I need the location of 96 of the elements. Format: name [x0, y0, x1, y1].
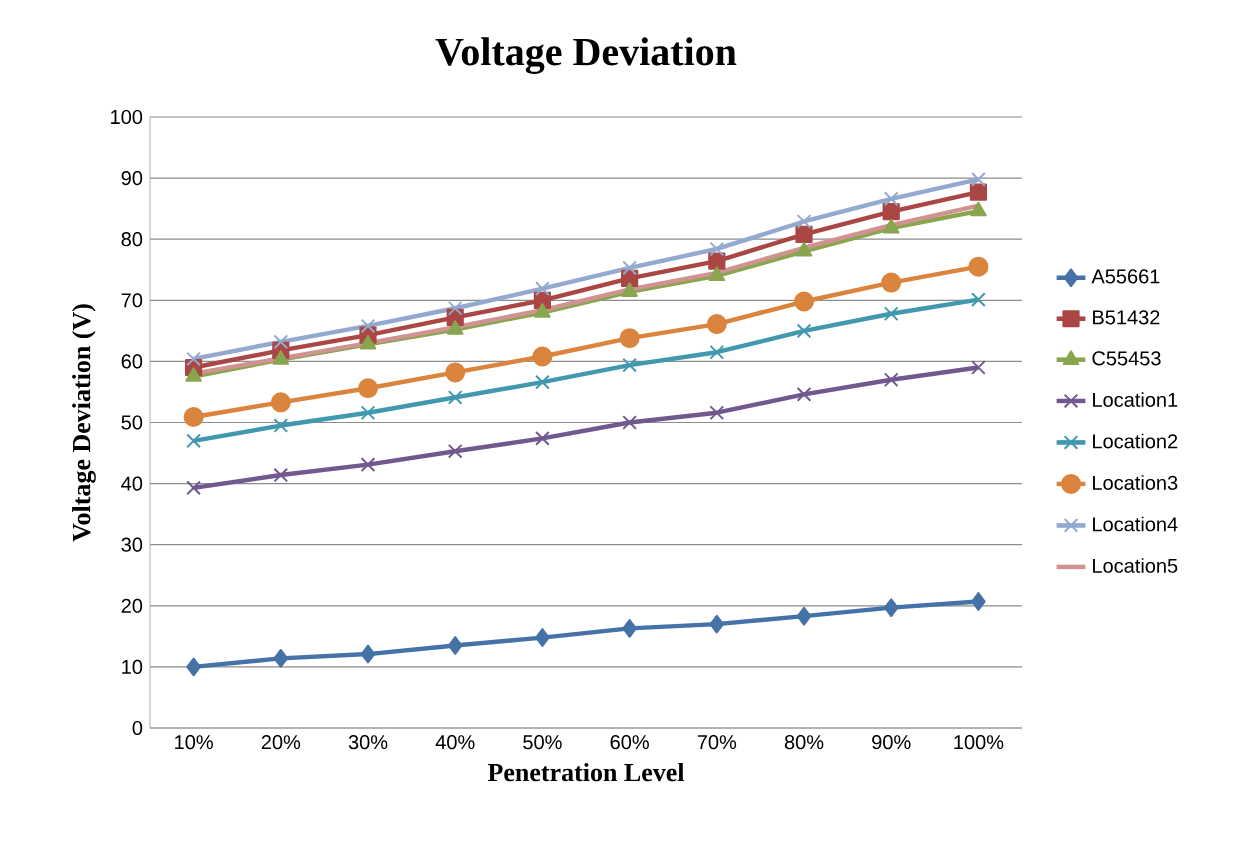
- point: [360, 644, 376, 664]
- point: [270, 392, 291, 413]
- point: [794, 291, 815, 312]
- point: [622, 357, 637, 373]
- point: [708, 252, 726, 270]
- point: [359, 334, 377, 350]
- point: [883, 598, 899, 618]
- y-tick-label: 80: [121, 232, 143, 247]
- point: [709, 241, 725, 257]
- x-tick-label: 20%: [261, 735, 301, 750]
- point: [796, 387, 812, 402]
- y-tick-label: 20: [121, 598, 143, 613]
- y-axis-title: Voltage Deviation (V): [72, 304, 96, 542]
- point: [273, 418, 289, 433]
- point: [534, 303, 551, 318]
- point: [795, 242, 813, 257]
- x-tick-label: 10%: [175, 735, 213, 750]
- point: [709, 344, 725, 360]
- point: [535, 374, 550, 390]
- point: [709, 405, 725, 421]
- x-tick-label: 70%: [697, 735, 737, 750]
- x-tick-label: 60%: [610, 735, 649, 750]
- point: [447, 300, 463, 316]
- point: [447, 443, 463, 459]
- point: [709, 614, 725, 634]
- y-tick-label: 60: [121, 354, 143, 369]
- y-tick-label: 0: [132, 720, 143, 736]
- point: [447, 390, 463, 405]
- legend-label: Location4: [1093, 516, 1178, 532]
- point: [883, 372, 899, 388]
- point: [186, 657, 201, 677]
- point: [971, 171, 986, 187]
- x-tick-label: 90%: [872, 735, 911, 750]
- point: [360, 318, 376, 334]
- point: [882, 218, 900, 234]
- legend-label: A55661: [1091, 269, 1160, 284]
- point: [272, 350, 290, 365]
- point: [706, 314, 727, 335]
- point: [970, 201, 987, 217]
- point: [445, 362, 466, 383]
- point: [708, 266, 726, 282]
- x-tick-label: 40%: [435, 735, 475, 750]
- point: [622, 415, 637, 430]
- point: [971, 592, 986, 611]
- point: [446, 320, 464, 335]
- point: [273, 648, 289, 668]
- point: [535, 431, 550, 446]
- point: [183, 407, 204, 427]
- point: [186, 351, 201, 367]
- x-axis-title: Penetration Level: [487, 762, 685, 782]
- point: [273, 334, 289, 350]
- point: [882, 203, 900, 221]
- point: [535, 628, 550, 647]
- point: [532, 346, 553, 367]
- legend-label: Location2: [1093, 433, 1178, 449]
- chart-title: Voltage Deviation: [435, 37, 737, 74]
- point: [883, 306, 899, 322]
- point: [535, 281, 550, 297]
- legend-label: C55453: [1092, 351, 1161, 366]
- legend-label: B51432: [1093, 310, 1160, 325]
- point: [273, 467, 289, 483]
- point: [622, 260, 637, 276]
- point: [360, 405, 376, 421]
- y-tick-label: 50: [121, 415, 143, 430]
- point: [619, 328, 640, 349]
- point: [796, 214, 812, 229]
- x-tick-label: 100%: [954, 735, 1004, 750]
- point: [622, 619, 637, 638]
- point: [358, 378, 379, 399]
- point: [796, 323, 812, 339]
- y-tick-label: 10: [122, 659, 143, 674]
- x-tick-label: 80%: [784, 735, 824, 750]
- legend-label: Location3: [1093, 475, 1178, 490]
- legend-label: Location5: [1093, 558, 1178, 573]
- point: [969, 183, 988, 201]
- point: [360, 457, 376, 473]
- point: [186, 480, 201, 496]
- y-tick-label: 90: [121, 171, 143, 186]
- point: [971, 292, 986, 308]
- point: [968, 256, 989, 277]
- point: [971, 360, 986, 375]
- legend-label: Location1: [1093, 392, 1178, 407]
- y-tick-label: 70: [121, 293, 143, 308]
- y-tick-label: 100: [111, 109, 143, 125]
- point: [881, 272, 902, 293]
- point: [795, 225, 813, 243]
- x-tick-label: 30%: [348, 735, 388, 750]
- y-tick-label: 40: [121, 476, 143, 491]
- y-tick-label: 30: [121, 537, 143, 552]
- x-tick-label: 50%: [523, 735, 562, 750]
- point: [185, 367, 202, 382]
- point: [447, 636, 463, 655]
- point: [186, 433, 201, 449]
- point: [621, 282, 638, 297]
- point: [883, 191, 899, 207]
- point: [796, 606, 812, 626]
